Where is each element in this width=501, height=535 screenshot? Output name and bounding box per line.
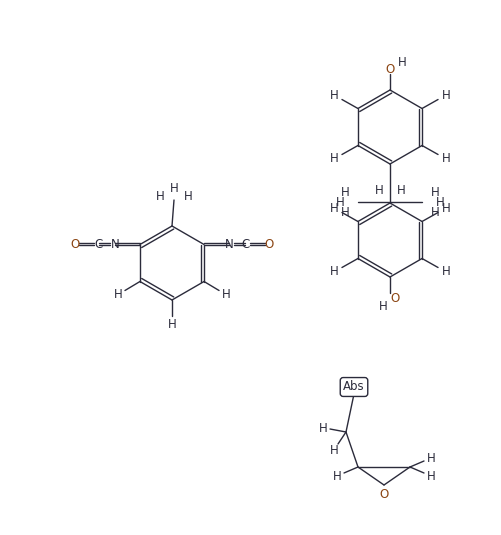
Text: O: O — [379, 487, 388, 501]
Text: H: H — [169, 182, 178, 195]
Text: H: H — [441, 152, 449, 165]
Text: H: H — [155, 189, 164, 203]
Text: H: H — [329, 202, 338, 215]
Text: H: H — [221, 288, 230, 301]
Text: H: H — [426, 470, 434, 483]
Text: H: H — [329, 89, 338, 102]
Text: N: N — [110, 238, 119, 251]
Text: H: H — [441, 89, 449, 102]
Text: H: H — [441, 265, 449, 278]
Text: H: H — [318, 422, 327, 434]
Text: H: H — [332, 470, 341, 483]
Text: H: H — [340, 205, 349, 218]
Text: H: H — [329, 152, 338, 165]
Text: H: H — [183, 189, 192, 203]
Text: C: C — [240, 238, 248, 251]
Text: H: H — [113, 288, 122, 301]
Text: H: H — [430, 205, 438, 218]
Text: H: H — [374, 185, 383, 197]
Text: O: O — [264, 238, 273, 251]
Text: Abs: Abs — [343, 380, 364, 394]
Text: H: H — [441, 202, 449, 215]
Text: C: C — [95, 238, 103, 251]
Text: H: H — [167, 317, 176, 331]
Text: H: H — [329, 445, 338, 457]
Text: H: H — [340, 186, 349, 198]
Text: H: H — [329, 265, 338, 278]
Text: H: H — [335, 195, 344, 209]
Text: O: O — [70, 238, 80, 251]
Text: H: H — [435, 195, 443, 209]
Text: H: H — [378, 301, 387, 314]
Text: H: H — [396, 185, 405, 197]
Text: H: H — [426, 452, 434, 464]
Text: H: H — [397, 56, 406, 68]
Text: O: O — [385, 63, 394, 75]
Text: N: N — [224, 238, 233, 251]
Text: H: H — [430, 186, 438, 198]
Text: O: O — [390, 292, 399, 304]
